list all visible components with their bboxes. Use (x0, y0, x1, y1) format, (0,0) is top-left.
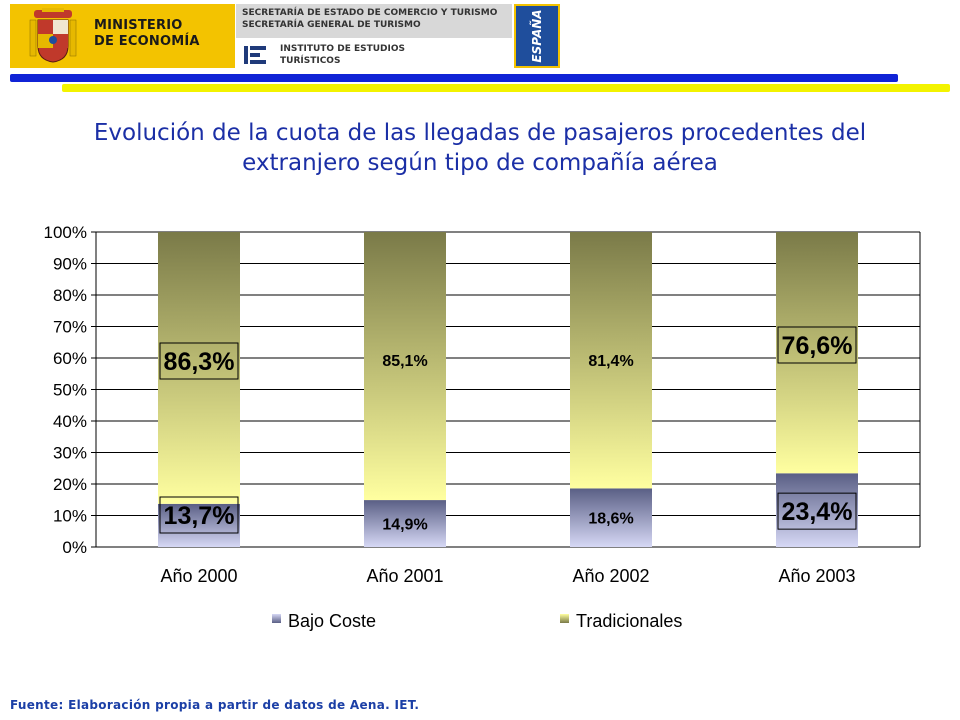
data-label: 86,3% (164, 348, 235, 376)
data-label-box (159, 496, 239, 534)
data-label-box (777, 492, 857, 530)
espana-logo: ESPAÑA (514, 4, 560, 68)
data-label-box (159, 342, 239, 380)
bar-segment-tradicionales (158, 232, 240, 504)
data-label: 76,6% (782, 332, 853, 360)
y-tick-label: 50% (53, 381, 87, 400)
header-rule-yellow (62, 84, 950, 92)
data-label: 13,7% (164, 502, 235, 530)
y-tick-label: 40% (53, 412, 87, 431)
x-tick-label: Año 2003 (778, 566, 855, 586)
y-tick-label: 90% (53, 255, 87, 274)
institute-line2: TURÍSTICOS (280, 56, 341, 66)
y-tick-label: 10% (53, 507, 87, 526)
stacked-bar-chart: 0% 10% 20% 30% 40% 50% 60% 70% 80% 90% 100% 13,7% 8… (44, 223, 921, 631)
x-tick-label: Año 2002 (572, 566, 649, 586)
ministry-name-line2: DE ECONOMÍA (94, 34, 200, 49)
y-tick-label: 70% (53, 318, 87, 337)
secretariat-block: SECRETARÍA DE ESTADO DE COMERCIO Y TURIS… (236, 4, 512, 68)
bar-segment-tradicionales (364, 232, 446, 501)
y-tick-label: 60% (53, 349, 87, 368)
data-label: 81,4% (588, 353, 633, 370)
data-label: 85,1% (382, 353, 427, 370)
source-note: Fuente: Elaboración propia a partir de d… (10, 698, 420, 712)
coat-of-arms-icon (29, 8, 77, 63)
bar-segment-tradicionales (570, 232, 652, 489)
legend-swatch (560, 614, 569, 623)
institute-logo-icon (244, 46, 266, 64)
secretariat-line2: SECRETARÍA GENERAL DE TURISMO (242, 20, 421, 30)
data-label-box (777, 326, 857, 364)
y-tick-label: 80% (53, 286, 87, 305)
chart-title: Evolución de la cuota de las llegadas de… (60, 118, 900, 178)
data-label: 18,6% (588, 511, 633, 528)
data-label: 14,9% (382, 517, 427, 534)
bar-segment-bajo-coste (570, 488, 652, 547)
data-label: 23,4% (782, 498, 853, 526)
bar-segment-bajo-coste (364, 500, 446, 547)
legend-label: Bajo Coste (288, 611, 376, 631)
ministry-name-line1: MINISTERIO (94, 18, 183, 33)
institute-line1: INSTITUTO DE ESTUDIOS (280, 44, 406, 54)
chart-title-line2: extranjero según tipo de compañía aérea (242, 150, 718, 176)
ministry-logo-block: MINISTERIO DE ECONOMÍA (10, 4, 235, 68)
bar-segment-bajo-coste (776, 473, 858, 547)
y-tick-label: 20% (53, 475, 87, 494)
x-tick-label: Año 2000 (160, 566, 237, 586)
bar-segment-tradicionales (776, 232, 858, 474)
y-tick-label: 100% (44, 223, 87, 242)
bar-segment-bajo-coste (158, 503, 240, 547)
y-tick-label: 30% (53, 444, 87, 463)
x-tick-label: Año 2001 (366, 566, 443, 586)
secretariat-line1: SECRETARÍA DE ESTADO DE COMERCIO Y TURIS… (242, 8, 498, 18)
chart-title-line1: Evolución de la cuota de las llegadas de… (93, 120, 867, 146)
legend-swatch (272, 614, 281, 623)
header-rule-blue (10, 74, 898, 82)
y-tick-label: 0% (62, 538, 87, 557)
legend-label: Tradicionales (576, 611, 682, 631)
